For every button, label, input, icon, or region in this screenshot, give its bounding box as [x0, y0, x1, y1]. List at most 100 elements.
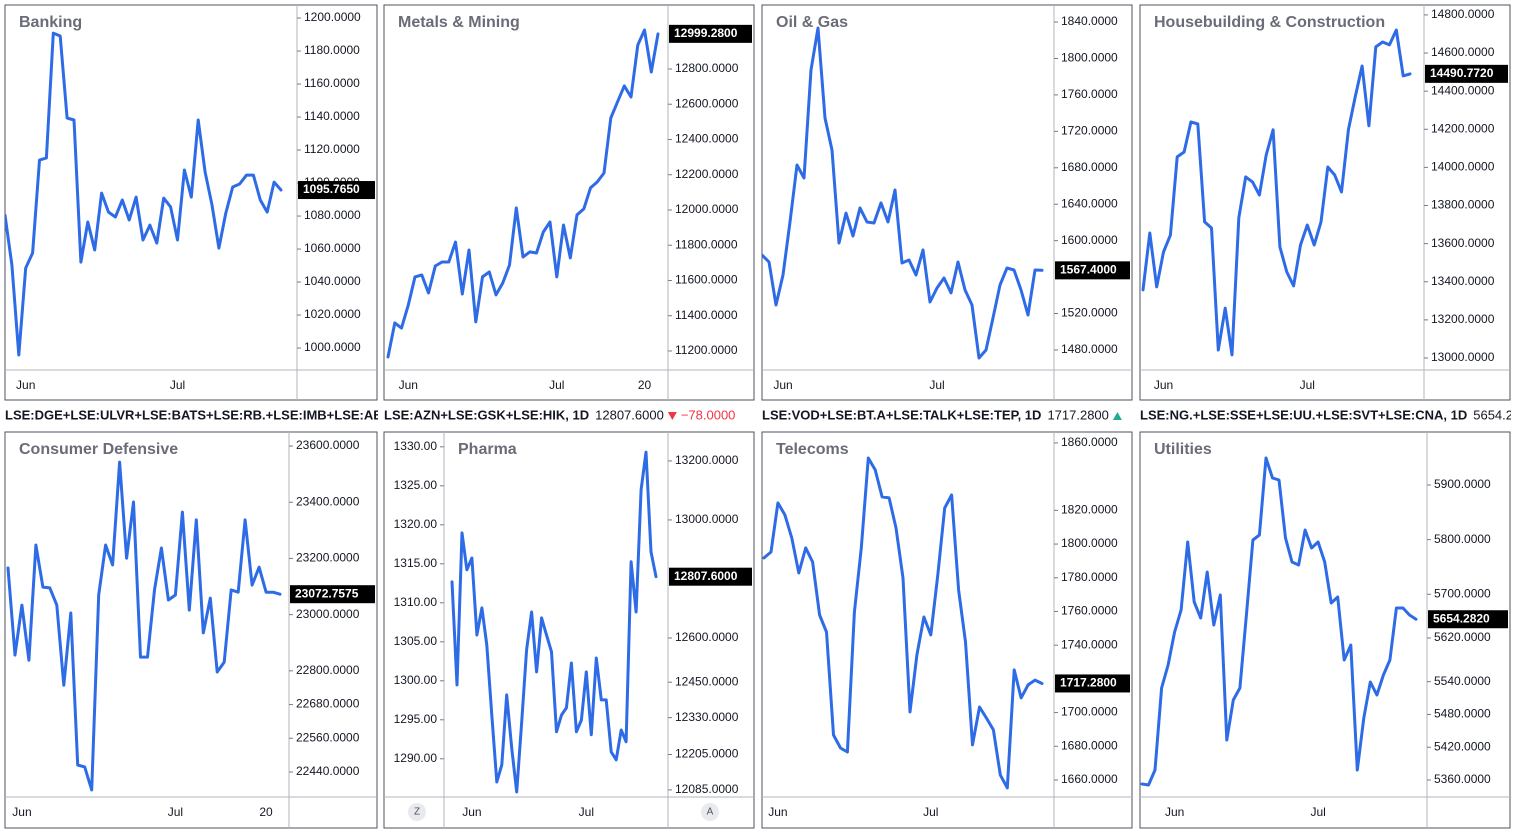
symbol-price: 1717.2800 [1047, 407, 1108, 422]
scale-button [408, 803, 426, 821]
chart-title: Pharma [458, 441, 517, 458]
y-tick-label: 1600.0000 [1061, 233, 1118, 247]
y-tick-label: 12400.0000 [675, 132, 739, 146]
x-tick-label: Jul [1300, 378, 1315, 392]
last-value-label: 23072.7575 [295, 586, 359, 600]
y-tick-label: 1200.0000 [304, 10, 361, 24]
y-tick-label: 1760.0000 [1061, 87, 1118, 101]
y-tick-label: 13800.0000 [1431, 198, 1495, 212]
series-line [6, 460, 282, 792]
y-tick-label: 1315.00 [394, 556, 438, 570]
scale-button-label: A [707, 807, 714, 818]
plot-area [450, 450, 658, 794]
panel [1139, 431, 1511, 829]
y-tick-label: 12000.0000 [675, 202, 739, 216]
x-tick-label: Jul [170, 378, 185, 392]
y-tick-label: 12200.0000 [675, 167, 739, 181]
trend-icon [667, 412, 677, 420]
y-tick-label: 1720.0000 [1061, 124, 1118, 138]
y-tick-label: 13200.0000 [1431, 312, 1495, 326]
panel [761, 4, 1133, 401]
panel [761, 431, 1133, 829]
plot-area [6, 460, 282, 792]
y-tick-label: 13000.0000 [1431, 350, 1495, 364]
panel [383, 4, 755, 401]
y-tick-label: 22800.0000 [296, 663, 360, 677]
y-tick-label: 11200.0000 [675, 343, 738, 357]
y-tick-label: 1325.00 [394, 478, 438, 492]
y-tick-label: 1040.0000 [304, 274, 361, 288]
y-tick-label: 11400.0000 [675, 308, 738, 322]
chart-title: Oil & Gas [776, 14, 848, 31]
x-tick-label: Jun [773, 378, 792, 392]
y-tick-label: 11600.0000 [675, 273, 738, 287]
y-tick-label: 1840.0000 [1061, 14, 1118, 28]
y-tick-label: 1760.0000 [1061, 604, 1118, 618]
last-value-label: 12807.6000 [674, 569, 738, 583]
y-tick-label: 12600.0000 [675, 630, 739, 644]
y-tick-label: 5800.0000 [1434, 532, 1491, 546]
y-tick-label: 1480.0000 [1061, 342, 1118, 356]
last-value-label: 1095.7650 [303, 182, 360, 196]
x-tick-label: 20 [638, 378, 652, 392]
y-tick-label: 1640.0000 [1061, 196, 1118, 210]
y-tick-label: 5420.0000 [1434, 739, 1491, 753]
y-tick-label: 5480.0000 [1434, 707, 1491, 721]
y-tick-label: 1080.0000 [304, 208, 361, 222]
x-tick-label: Jun [12, 805, 31, 819]
y-tick-label: 1740.0000 [1061, 637, 1118, 651]
y-tick-label: 14800.0000 [1431, 7, 1495, 21]
y-tick-label: 14600.0000 [1431, 45, 1495, 59]
y-tick-label: 13200.0000 [675, 453, 739, 467]
symbol-header: LSE:DGE+LSE:ULVR+LSE:BATS+LSE:RB.+LSE:IM… [5, 407, 378, 422]
x-tick-label: Jul [923, 805, 938, 819]
x-tick-label: Jul [549, 378, 564, 392]
y-tick-label: 14400.0000 [1431, 83, 1495, 97]
y-tick-label: 12085.0000 [675, 782, 739, 796]
y-tick-label: 12450.0000 [675, 674, 739, 688]
y-tick-label: 12205.0000 [675, 747, 739, 761]
y-tick-label: 1680.0000 [1061, 738, 1118, 752]
y-tick-label: 23600.0000 [296, 438, 360, 452]
y-tick-label: 14000.0000 [1431, 160, 1495, 174]
y-tick-label: 5700.0000 [1434, 586, 1491, 600]
y-tick-label: 1800.0000 [1061, 536, 1118, 550]
series-line [762, 456, 1044, 790]
y-tick-label: 1860.0000 [1061, 435, 1118, 449]
y-tick-label: 23000.0000 [296, 607, 360, 621]
last-value-box [669, 567, 752, 586]
y-tick-label: 1295.00 [394, 712, 438, 726]
y-tick-label: 5540.0000 [1434, 674, 1491, 688]
y-tick-label: 5360.0000 [1434, 772, 1491, 786]
y-tick-label: 1300.00 [394, 673, 438, 687]
y-tick-label: 22680.0000 [296, 697, 360, 711]
last-value-box [298, 181, 375, 200]
panel [383, 431, 755, 829]
y-tick-label: 1330.00 [394, 439, 438, 453]
y-tick-label: 13000.0000 [675, 512, 739, 526]
panel [4, 431, 378, 829]
series-line [386, 28, 660, 359]
last-value-box [1055, 674, 1130, 693]
y-tick-label: 1020.0000 [304, 307, 361, 321]
chart-title: Banking [19, 14, 82, 31]
panel [4, 4, 378, 401]
y-tick-label: 1120.0000 [304, 142, 360, 156]
chart-title: Housebuilding & Construction [1154, 14, 1385, 31]
y-tick-label: 22440.0000 [296, 764, 360, 778]
y-tick-label: 1160.0000 [304, 76, 360, 90]
chart-title: Metals & Mining [398, 14, 520, 31]
x-tick-label: Jun [1165, 805, 1184, 819]
x-tick-label: Jun [399, 378, 418, 392]
symbol-change: −78.0000 [681, 407, 736, 422]
x-tick-label: Jul [168, 805, 183, 819]
y-tick-label: 1140.0000 [304, 109, 360, 123]
plot-area [5, 31, 283, 357]
symbol-header: LSE:NG.+LSE:SSE+LSE:UU.+LSE:SVT+LSE:CNA,… [1140, 407, 1511, 422]
trend-icon [1112, 412, 1122, 420]
y-tick-label: 12600.0000 [675, 96, 739, 110]
chart-title: Utilities [1154, 441, 1212, 458]
plot-area [762, 456, 1044, 790]
last-value-box [669, 24, 752, 43]
